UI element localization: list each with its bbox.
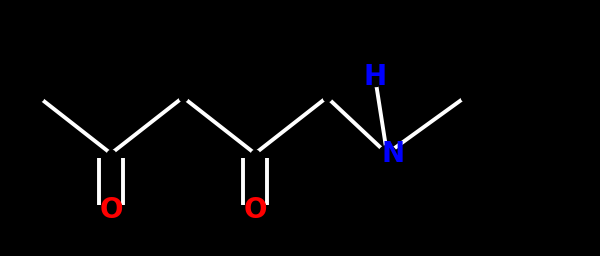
Text: O: O bbox=[99, 196, 123, 224]
Text: N: N bbox=[382, 140, 404, 168]
Text: O: O bbox=[243, 196, 267, 224]
Text: H: H bbox=[364, 63, 386, 91]
